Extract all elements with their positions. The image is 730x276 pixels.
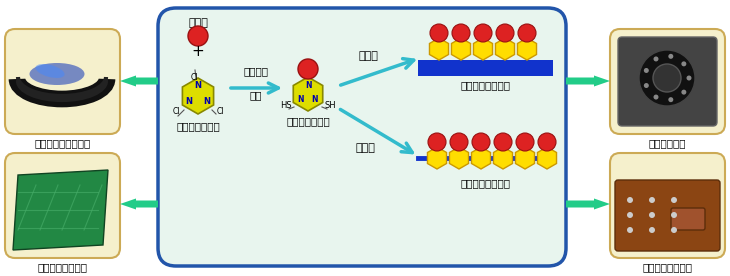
Circle shape (627, 227, 633, 233)
Text: HS: HS (280, 102, 292, 110)
Circle shape (669, 54, 673, 59)
Text: 機能性高分子薄膜: 機能性高分子薄膜 (461, 80, 510, 90)
Circle shape (474, 24, 492, 42)
Text: N: N (298, 94, 304, 104)
FancyBboxPatch shape (5, 153, 120, 258)
Circle shape (452, 24, 470, 42)
FancyBboxPatch shape (610, 29, 725, 134)
Polygon shape (566, 76, 610, 86)
Polygon shape (493, 147, 512, 169)
Text: 重縮合: 重縮合 (355, 143, 375, 153)
Text: 機能性高分子材料: 機能性高分子材料 (461, 178, 510, 188)
Text: 反応性モノマー: 反応性モノマー (176, 121, 220, 131)
Text: プリント配線基板: プリント配線基板 (37, 262, 88, 272)
Text: 高耗熱性樹脂: 高耗熱性樹脂 (649, 138, 686, 148)
Polygon shape (429, 38, 448, 60)
Text: Cl: Cl (191, 73, 198, 81)
Ellipse shape (36, 64, 64, 78)
Polygon shape (566, 198, 610, 209)
Circle shape (472, 133, 490, 151)
Text: 機能団: 機能団 (188, 18, 208, 28)
Circle shape (653, 95, 658, 100)
Circle shape (516, 133, 534, 151)
Circle shape (496, 24, 514, 42)
Circle shape (649, 227, 655, 233)
Circle shape (428, 133, 446, 151)
Circle shape (627, 197, 633, 203)
Polygon shape (537, 147, 556, 169)
FancyBboxPatch shape (615, 180, 720, 251)
Circle shape (681, 61, 686, 66)
Circle shape (653, 64, 681, 92)
Polygon shape (182, 78, 214, 114)
FancyBboxPatch shape (5, 29, 120, 134)
Circle shape (653, 57, 658, 62)
Circle shape (430, 24, 448, 42)
Polygon shape (120, 76, 158, 86)
FancyBboxPatch shape (618, 37, 717, 126)
Polygon shape (496, 38, 515, 60)
FancyBboxPatch shape (418, 60, 553, 76)
FancyBboxPatch shape (671, 208, 705, 230)
Polygon shape (450, 147, 469, 169)
Circle shape (644, 83, 649, 88)
Circle shape (188, 26, 208, 46)
Circle shape (298, 59, 318, 79)
Circle shape (639, 50, 695, 106)
Text: Cl: Cl (216, 107, 224, 116)
Circle shape (686, 76, 691, 81)
Circle shape (671, 227, 677, 233)
Circle shape (671, 197, 677, 203)
Circle shape (649, 212, 655, 218)
Text: 機能性モノマー: 機能性モノマー (286, 116, 330, 126)
Circle shape (450, 133, 468, 151)
Circle shape (649, 197, 655, 203)
Circle shape (518, 24, 536, 42)
Text: N: N (304, 81, 311, 91)
Polygon shape (120, 198, 158, 209)
Text: N: N (194, 81, 201, 91)
Polygon shape (518, 38, 537, 60)
FancyBboxPatch shape (158, 8, 566, 266)
Polygon shape (13, 170, 108, 250)
Text: N: N (204, 97, 210, 107)
Text: 分子設計: 分子設計 (244, 66, 269, 76)
Text: 薄膜化: 薄膜化 (358, 51, 378, 61)
Polygon shape (472, 147, 491, 169)
Circle shape (671, 212, 677, 218)
Text: Cl: Cl (172, 107, 180, 116)
Text: プラスチックレンズ: プラスチックレンズ (34, 138, 91, 148)
Polygon shape (293, 77, 323, 111)
Circle shape (644, 68, 649, 73)
Text: N: N (185, 97, 193, 107)
Circle shape (538, 133, 556, 151)
Text: N: N (312, 94, 318, 104)
Circle shape (681, 90, 686, 95)
Ellipse shape (29, 63, 85, 85)
Circle shape (494, 133, 512, 151)
Text: 合成: 合成 (250, 90, 262, 100)
FancyBboxPatch shape (610, 153, 725, 258)
Polygon shape (428, 147, 447, 169)
Circle shape (669, 97, 673, 102)
Polygon shape (451, 38, 471, 60)
Text: SH: SH (324, 102, 336, 110)
Text: 低誘電率フィルム: 低誘電率フィルム (642, 262, 693, 272)
Polygon shape (474, 38, 493, 60)
Circle shape (627, 212, 633, 218)
Polygon shape (515, 147, 534, 169)
Text: +: + (191, 44, 204, 59)
